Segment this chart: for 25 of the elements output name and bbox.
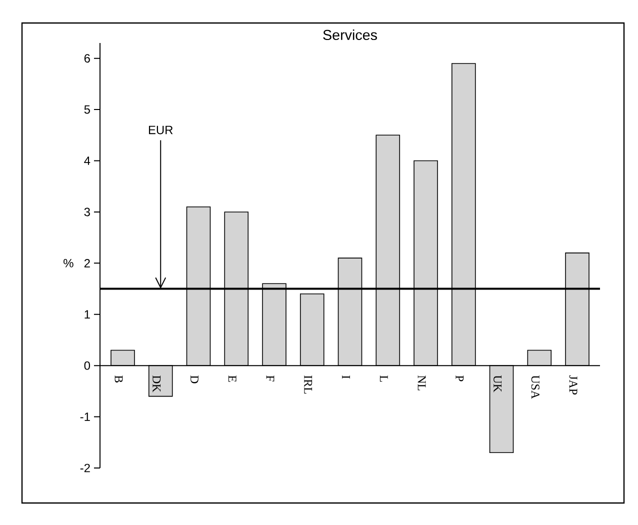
x-tick-label: D: [190, 375, 198, 384]
x-tick-label: USA: [531, 375, 540, 399]
x-tick-label: L: [380, 375, 388, 382]
chart-title: Services: [323, 30, 377, 40]
x-tick-label: UK: [494, 375, 502, 392]
y-tick-label: 2: [84, 259, 90, 268]
y-tick-label: 6: [84, 54, 90, 63]
y-axis-title: %: [64, 258, 74, 268]
x-tick-label: I: [342, 376, 350, 379]
y-tick-label: 4: [84, 156, 90, 165]
x-tick-label: P: [456, 375, 464, 382]
x-tick-label: IRL: [304, 376, 312, 394]
y-tick-label: 3: [84, 208, 90, 216]
y-tick-label: -1: [80, 412, 90, 421]
x-tick-label: JAP: [569, 375, 578, 395]
x-tick-label: DK: [152, 375, 161, 392]
x-tick-label: B: [114, 375, 123, 382]
y-tick-label: 1: [84, 310, 90, 318]
y-tick-label: 5: [84, 105, 90, 114]
y-tick-label: -2: [80, 464, 90, 472]
x-tick-label: NL: [418, 375, 426, 390]
x-tick-label: E: [228, 375, 236, 382]
x-tick-label: F: [266, 375, 274, 382]
ref-line-label: EUR: [148, 126, 173, 134]
y-tick-label: 0: [84, 361, 90, 370]
